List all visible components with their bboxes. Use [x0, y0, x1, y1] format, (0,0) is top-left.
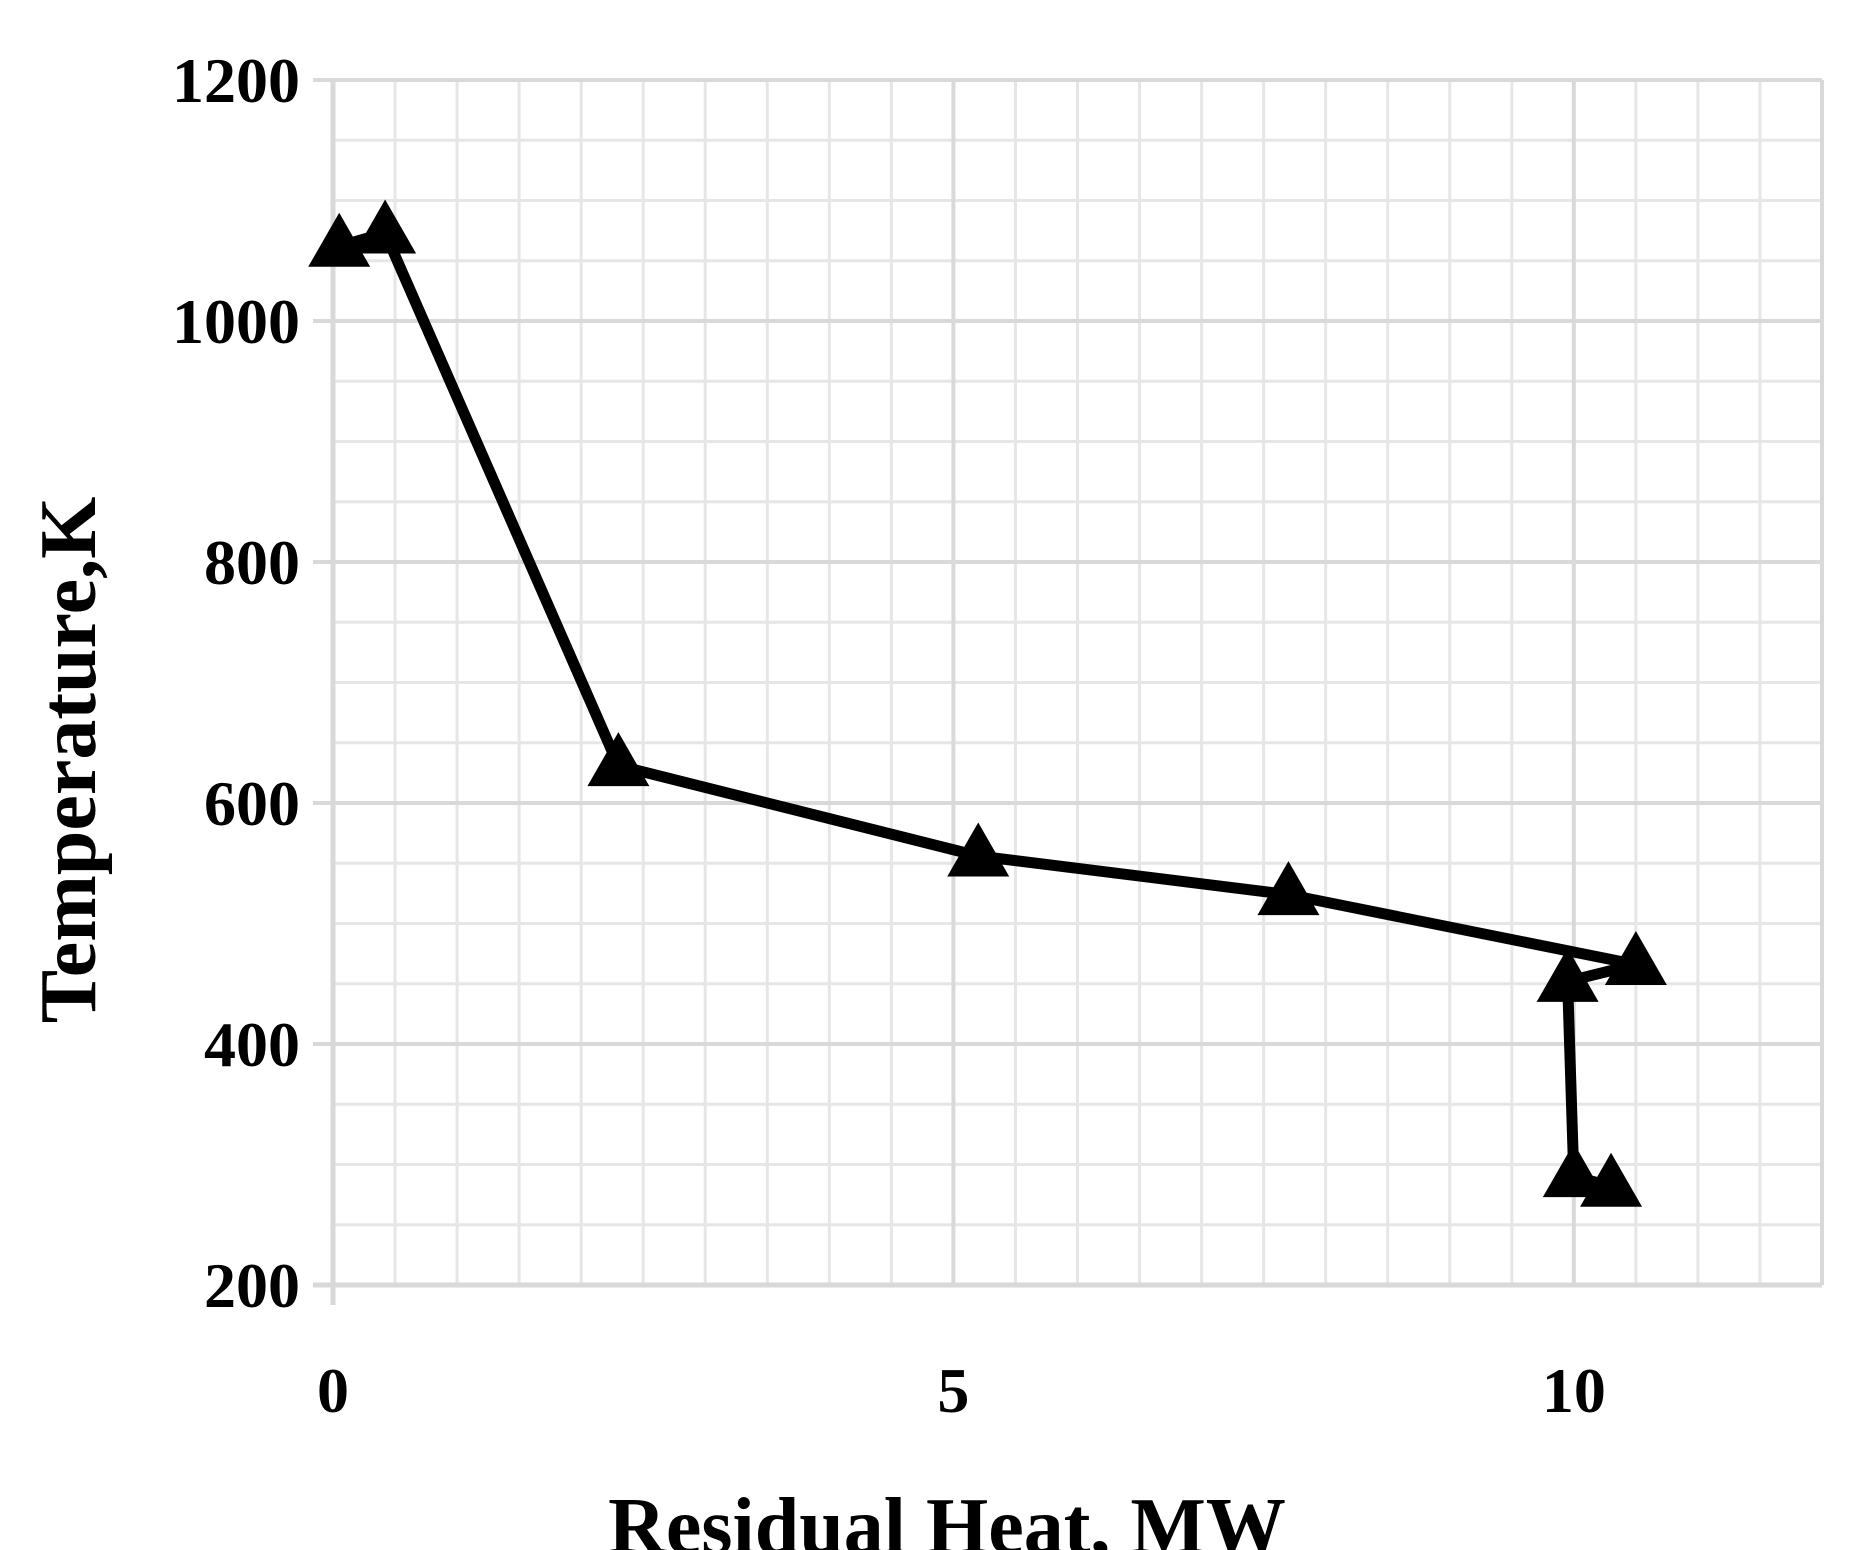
axes [313, 80, 1822, 1305]
data-point-marker [1257, 861, 1320, 916]
y-tick-label: 600 [204, 768, 300, 839]
y-tick-label: 1000 [172, 286, 300, 357]
y-tick-label: 200 [204, 1250, 300, 1321]
x-tick-label: 10 [1542, 1355, 1606, 1426]
x-tick-label: 5 [937, 1355, 969, 1426]
data-point-marker [587, 732, 650, 787]
minor-gridlines [333, 80, 1824, 1285]
data-point-marker [1580, 1152, 1643, 1207]
y-tick-label: 800 [204, 527, 300, 598]
y-tick-label: 400 [204, 1009, 300, 1080]
y-tick-label: 1200 [172, 45, 300, 116]
data-series [308, 199, 1667, 1207]
y-axis-title: Temperature,K [25, 497, 113, 1024]
data-point-marker [1604, 930, 1667, 985]
x-axis-title: Residual Heat, MW [608, 1483, 1286, 1550]
data-point-marker [947, 822, 1010, 877]
data-point-marker [1542, 1143, 1605, 1198]
x-tick-label: 0 [317, 1355, 349, 1426]
data-point-marker [354, 199, 417, 254]
data-point-marker [1536, 947, 1599, 1002]
tick-labels: 200 400 600 800 1000 1200 0 5 10 [172, 45, 1606, 1426]
